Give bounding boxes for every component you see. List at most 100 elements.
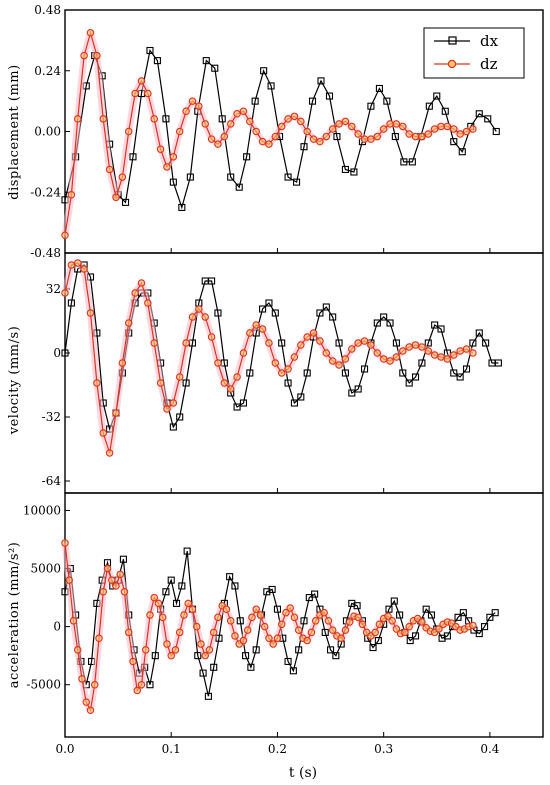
data-point-dx: [399, 369, 407, 377]
data-point-dz: [156, 379, 165, 387]
data-point-dx: [411, 373, 420, 381]
data-point-dz: [207, 135, 216, 143]
data-point-dx: [458, 148, 466, 156]
data-point-dz: [144, 299, 152, 307]
data-point-dz: [311, 617, 320, 625]
data-point-dz: [214, 359, 222, 367]
data-point-dz: [124, 319, 133, 327]
data-point-dx: [424, 339, 432, 347]
data-point-dx: [263, 588, 271, 596]
data-point-dz: [90, 680, 99, 689]
data-point-dz: [265, 140, 273, 148]
y-axis-label: acceleration (mm/s²): [7, 542, 22, 689]
data-point-dz: [141, 646, 150, 654]
data-point-dz: [309, 329, 318, 337]
panel-velocity: 32 0 -32 -64 velocity (mm/s): [7, 252, 544, 494]
data-point-dz: [182, 339, 190, 347]
data-point-dx: [194, 652, 202, 660]
data-point-dz: [348, 345, 356, 353]
data-point-dx: [369, 643, 377, 652]
data-point-dz: [243, 626, 252, 634]
data-point-dz: [341, 626, 350, 634]
data-point-dz: [303, 127, 311, 136]
x-tick-label: 0.1: [162, 742, 181, 756]
data-point-dz: [392, 625, 401, 633]
data-point-dx: [273, 605, 281, 613]
data-point-dz: [437, 122, 445, 131]
data-point-dz: [290, 353, 299, 361]
data-point-dz: [328, 626, 337, 634]
data-point-dx: [204, 692, 212, 700]
data-point-dx: [321, 628, 329, 636]
y-tick-label: 0: [53, 346, 61, 360]
data-point-dz: [399, 122, 407, 131]
data-point-dz: [146, 611, 154, 619]
data-point-dx: [271, 309, 279, 317]
data-point-dz: [443, 355, 452, 363]
data-point-dz: [118, 173, 127, 181]
data-point-dz: [226, 120, 235, 128]
data-point-dz: [456, 347, 464, 355]
data-point-dx: [178, 582, 186, 590]
data-point-dx: [367, 102, 375, 110]
data-point-dz: [335, 120, 343, 128]
data-point-dx: [293, 178, 301, 186]
data-point-dx: [408, 158, 416, 166]
data-point-dz: [99, 588, 107, 596]
data-point-dx: [162, 588, 170, 596]
data-point-dz: [222, 605, 231, 613]
data-point-dz: [129, 657, 137, 666]
data-point-dz: [375, 620, 384, 629]
data-point-dx: [151, 652, 159, 660]
data-point-dz: [371, 628, 379, 637]
data-point-dx: [450, 369, 458, 377]
data-point-dx: [183, 547, 191, 555]
data-point-dx: [214, 309, 222, 317]
data-point-dz: [175, 373, 184, 381]
data-point-dx: [316, 309, 324, 317]
data-point-dz: [61, 231, 69, 240]
data-point-dz: [163, 163, 171, 171]
data-point-dx: [289, 667, 297, 675]
data-point-dz: [469, 621, 477, 630]
data-point-dz: [112, 582, 120, 590]
data-point-dz: [367, 341, 375, 349]
data-point-dz: [158, 613, 167, 622]
data-point-dx: [329, 313, 337, 321]
data-point-dz: [105, 165, 114, 174]
data-point-dz: [67, 261, 76, 269]
data-point-dx: [335, 339, 343, 347]
data-point-dx: [443, 632, 451, 640]
data-point-dx: [418, 359, 426, 367]
data-point-dz: [430, 351, 439, 359]
data-point-dz: [265, 634, 273, 642]
data-point-dz: [201, 651, 209, 660]
data-point-dz: [309, 135, 318, 143]
data-point-dz: [399, 347, 407, 355]
data-point-dz: [61, 289, 69, 297]
data-point-dx: [360, 365, 369, 373]
data-point-dz: [112, 409, 120, 417]
data-point-dz: [386, 120, 394, 128]
data-point-dx: [375, 84, 383, 93]
data-point-dx: [233, 403, 241, 411]
data-point-dz: [86, 309, 95, 317]
data-point-dx: [243, 153, 251, 161]
data-point-dx: [199, 669, 207, 677]
data-point-dz: [252, 321, 260, 329]
data-point-dz: [150, 115, 158, 123]
data-point-dz: [233, 110, 241, 118]
data-point-dz: [175, 127, 184, 136]
data-point-dx: [492, 127, 500, 136]
data-point-dz: [82, 698, 90, 706]
data-point-dz: [169, 153, 178, 161]
data-point-dx: [327, 646, 335, 654]
data-point-dx: [242, 652, 250, 660]
data-point-dx: [169, 178, 177, 186]
data-point-dz: [294, 626, 303, 634]
data-point-dx: [475, 630, 483, 638]
panel-displacement: 0.48 0.24 0.00 -0.24 -0.48 displacement (mm)…: [7, 3, 544, 260]
data-point-dx: [311, 590, 319, 598]
data-point-dz: [379, 125, 388, 133]
data-point-dz: [252, 127, 260, 136]
